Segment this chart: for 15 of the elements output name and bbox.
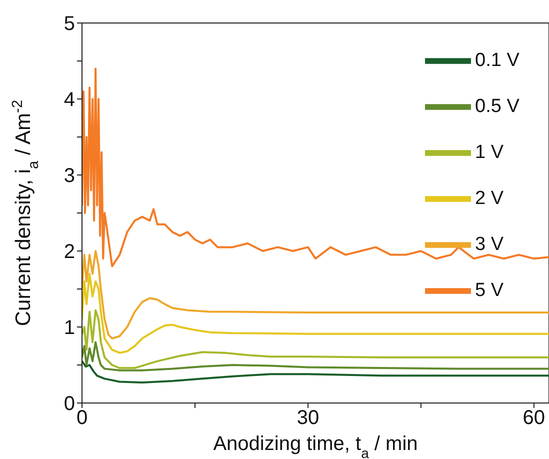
- legend-label: 2 V: [475, 188, 504, 210]
- y-tick-label: 4: [64, 89, 75, 112]
- legend-label: 3 V: [475, 234, 504, 256]
- y-tick-label: 1: [64, 317, 75, 340]
- legend-label: 5 V: [475, 280, 504, 302]
- legend-label: 1 V: [475, 142, 504, 164]
- legend-label: 0.1 V: [475, 50, 520, 72]
- y-tick-label: 2: [64, 241, 75, 264]
- x-tick-label: 30: [296, 407, 320, 430]
- y-tick-label: 5: [64, 13, 75, 36]
- x-axis-title: Anodizing time, t$_{a}$ / min: [213, 433, 418, 459]
- x-tick-label: 60: [522, 407, 546, 430]
- legend-label: 0.5 V: [475, 96, 520, 118]
- y-tick-label: 0: [64, 393, 75, 416]
- y-tick-label: 3: [64, 165, 75, 188]
